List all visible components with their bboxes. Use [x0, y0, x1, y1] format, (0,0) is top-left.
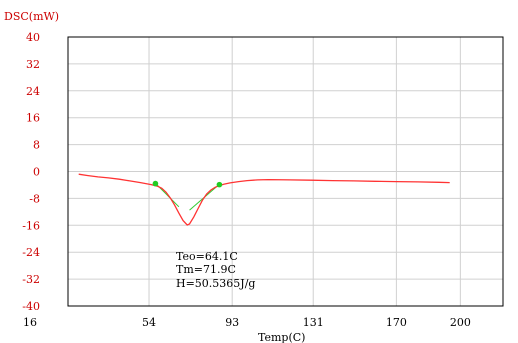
- x-axis-title: Temp(C): [258, 331, 305, 343]
- grid-lines: [68, 37, 503, 306]
- tangent-lines: [155, 182, 220, 211]
- annotation-enthalpy: H=50.5365J/g: [176, 277, 255, 290]
- y-tick-label: -40: [22, 300, 40, 313]
- y-axis-title: DSC(mW): [4, 10, 59, 23]
- onset-marker: [216, 181, 223, 188]
- onset-marker: [152, 180, 159, 187]
- dsc-curve: [78, 173, 450, 226]
- x-tick-label: 131: [303, 316, 324, 329]
- y-tick-label: -32: [22, 273, 40, 286]
- y-tick-label: -8: [29, 192, 40, 205]
- y-tick-label: 40: [26, 31, 40, 44]
- x-tick-label: 16: [23, 316, 37, 329]
- y-tick-label: 32: [26, 58, 40, 71]
- annotation-tm: Tm=71.9C: [176, 263, 236, 276]
- y-tick-label: -24: [22, 246, 40, 259]
- y-tick-label: 8: [33, 139, 40, 152]
- annotation-teo: Teo=64.1C: [176, 250, 238, 263]
- x-tick-label: 170: [386, 316, 407, 329]
- y-tick-labels: 40 32 24 16 8 0 -8 -16 -24 -32 -40: [22, 31, 40, 313]
- x-tick-labels: 16 54 93 131 170 200: [23, 316, 471, 329]
- x-tick-label: 54: [142, 316, 156, 329]
- x-tick-label: 93: [225, 316, 239, 329]
- y-tick-label: 24: [26, 85, 40, 98]
- x-tick-label: 200: [450, 316, 471, 329]
- y-tick-label: -16: [22, 219, 40, 232]
- plot-frame: [67, 36, 504, 307]
- y-tick-label: 0: [33, 166, 40, 179]
- y-tick-label: 16: [26, 112, 40, 125]
- onset-markers: [152, 180, 223, 188]
